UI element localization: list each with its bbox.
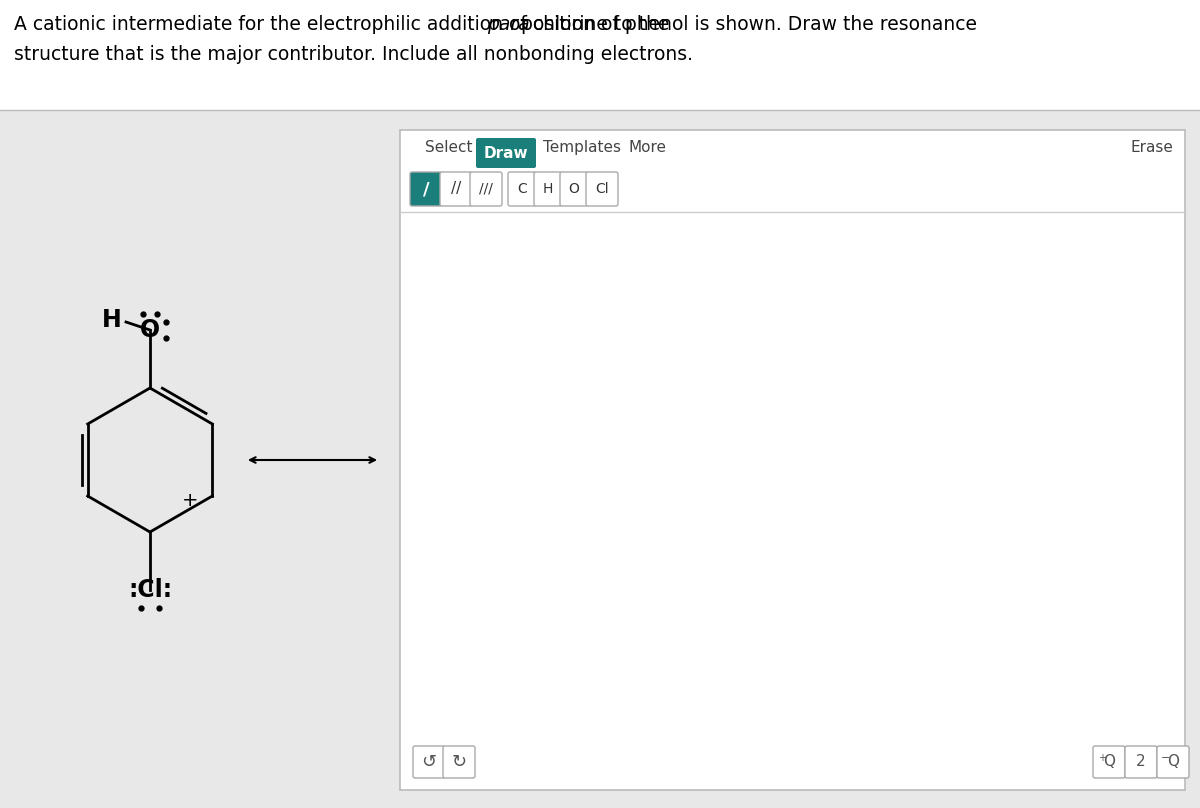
Text: para: para (487, 15, 529, 34)
FancyBboxPatch shape (410, 172, 442, 206)
FancyBboxPatch shape (0, 110, 400, 808)
Text: Q: Q (1166, 755, 1178, 769)
FancyBboxPatch shape (508, 172, 536, 206)
FancyBboxPatch shape (0, 0, 1200, 110)
Text: C: C (517, 182, 527, 196)
Text: structure that is the major contributor. Include all nonbonding electrons.: structure that is the major contributor.… (14, 45, 694, 64)
Text: ↻: ↻ (451, 753, 467, 771)
Text: Cl: Cl (595, 182, 608, 196)
Text: More: More (628, 140, 666, 155)
Text: Erase: Erase (1130, 140, 1172, 155)
Text: position of phenol is shown. Draw the resonance: position of phenol is shown. Draw the re… (515, 15, 977, 34)
Text: A cationic intermediate for the electrophilic addition of chlorine to the: A cationic intermediate for the electrop… (14, 15, 676, 34)
Text: ↺: ↺ (421, 753, 437, 771)
FancyBboxPatch shape (443, 746, 475, 778)
Text: −: − (1162, 753, 1171, 763)
Text: :Cl:: :Cl: (128, 578, 172, 602)
Text: +: + (1098, 753, 1106, 763)
Text: H: H (102, 308, 122, 332)
Text: //: // (451, 182, 461, 196)
Text: O: O (140, 318, 160, 342)
FancyBboxPatch shape (476, 138, 536, 168)
Text: /: / (422, 180, 430, 198)
Text: Templates: Templates (542, 140, 622, 155)
FancyBboxPatch shape (1093, 746, 1126, 778)
Text: +: + (182, 491, 199, 511)
Text: O: O (569, 182, 580, 196)
Text: ///: /// (479, 182, 493, 196)
Text: H: H (542, 182, 553, 196)
FancyBboxPatch shape (1126, 746, 1157, 778)
FancyBboxPatch shape (470, 172, 502, 206)
FancyBboxPatch shape (413, 746, 445, 778)
FancyBboxPatch shape (560, 172, 588, 206)
Text: Select: Select (425, 140, 473, 155)
Text: Draw: Draw (484, 145, 528, 161)
FancyBboxPatch shape (534, 172, 562, 206)
FancyBboxPatch shape (400, 130, 1186, 790)
Text: 2: 2 (1136, 755, 1146, 769)
FancyBboxPatch shape (1157, 746, 1189, 778)
FancyBboxPatch shape (440, 172, 472, 206)
Text: Q: Q (1103, 755, 1115, 769)
FancyBboxPatch shape (586, 172, 618, 206)
